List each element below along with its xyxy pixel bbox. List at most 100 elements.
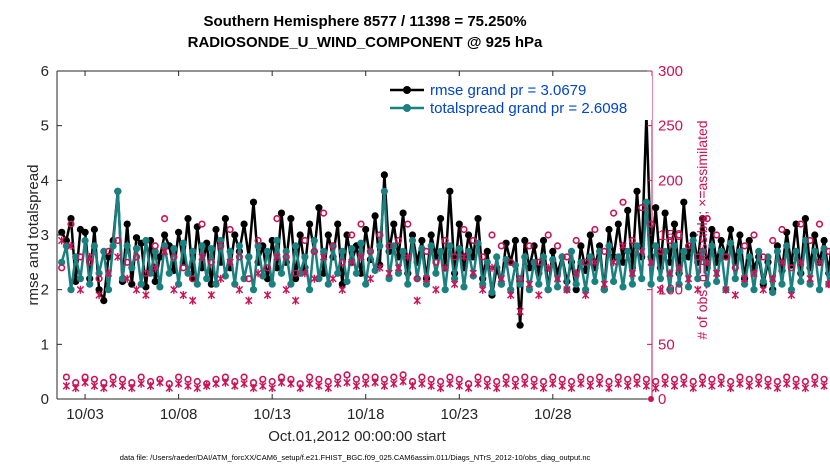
obs-assimilated-marker (390, 379, 398, 388)
data-point (610, 277, 618, 286)
obs-possible-marker (656, 247, 665, 255)
data-point (399, 247, 407, 255)
y-tick-label: 3 (41, 227, 49, 244)
data-point (572, 280, 580, 288)
data-point (240, 220, 248, 228)
x-axis-label: Oct.01,2012 00:00:00 start (268, 428, 446, 445)
data-point (104, 253, 113, 261)
data-point (797, 277, 805, 286)
obs-assimilated-marker (581, 291, 590, 300)
obs-assimilated-marker (319, 252, 328, 261)
ticks-layer: 0 1 2 3 4 5 6 0 50 100 150 200 250 300 10/03 10/08 10/13… (41, 63, 683, 423)
data-point (652, 242, 660, 250)
obs-assimilated-marker (179, 291, 187, 300)
obs-possible-marker (422, 247, 431, 255)
obs-assimilated-marker (783, 379, 791, 388)
obs-possible-marker (404, 220, 412, 228)
data-point (680, 198, 688, 206)
y-right-tick-label: 200 (658, 172, 683, 189)
obs-possible-marker (563, 253, 571, 261)
obs-assimilated-marker (764, 381, 772, 390)
obs-possible-marker (179, 264, 187, 272)
obs-possible-marker (787, 264, 796, 272)
data-point (437, 215, 445, 223)
obs-assimilated-marker (95, 291, 103, 300)
obs-possible-marker (310, 247, 318, 255)
obs-assimilated-marker (109, 379, 117, 388)
obs-possible-marker (338, 258, 346, 266)
obs-assimilated-marker (586, 381, 594, 390)
obs-assimilated-marker (315, 381, 323, 390)
data-point (67, 215, 75, 223)
obs-possible-marker (123, 258, 131, 266)
obs-assimilated-marker (689, 384, 697, 393)
obs-possible-marker (666, 236, 674, 245)
data-point (656, 275, 665, 283)
obs-possible-marker (76, 253, 84, 261)
data-point (670, 242, 679, 250)
obs-possible-marker (320, 209, 328, 217)
y-axis-label-right: # of obs: o=possible; ×=assimilated (694, 120, 710, 339)
data-point (348, 245, 356, 253)
obs-possible-marker (198, 220, 206, 228)
y-right-tick-label: 0 (658, 391, 666, 408)
obs-assimilated-marker (156, 378, 164, 387)
obs-assimilated-marker (72, 384, 80, 393)
data-point (95, 286, 103, 294)
data-point (235, 242, 243, 250)
obs-possible-marker (722, 253, 730, 261)
data-point (142, 236, 150, 245)
data-point (179, 239, 187, 247)
data-point (212, 280, 220, 288)
obs-assimilated-marker (708, 381, 716, 390)
data-point (605, 225, 613, 234)
x-tick-label: 10/18 (347, 406, 385, 423)
x-tick-label: 10/23 (441, 406, 479, 423)
obs-assimilated-marker (502, 379, 510, 388)
obs-assimilated-marker (104, 269, 113, 278)
data-point (787, 286, 796, 294)
obs-assimilated-marker (174, 379, 183, 388)
obs-possible-marker (114, 236, 122, 245)
obs-possible-marker (825, 247, 830, 255)
data-point (713, 277, 721, 286)
obs-assimilated-marker (703, 258, 711, 267)
obs-assimilated-marker (58, 236, 66, 245)
obs-assimilated-marker (114, 252, 122, 261)
obs-assimilated-marker (544, 263, 552, 272)
obs-assimilated-marker (432, 285, 440, 294)
obs-assimilated-marker (694, 285, 702, 294)
data-point (334, 269, 342, 277)
obs-assimilated-marker (792, 381, 800, 390)
obs-assimilated-marker (128, 384, 136, 393)
obs-assimilated-marker (189, 296, 197, 305)
obs-possible-marker (58, 264, 66, 272)
data-point (773, 247, 782, 255)
data-point (624, 247, 632, 255)
data-point (198, 242, 206, 250)
y-right-tick-label: 250 (658, 118, 683, 135)
data-point (455, 220, 463, 228)
data-point (221, 272, 229, 280)
data-point (633, 242, 641, 250)
data-point (249, 198, 258, 206)
data-point (320, 247, 328, 255)
obs-assimilated-marker (100, 384, 108, 393)
obs-assimilated-marker (825, 280, 830, 289)
obs-assimilated-marker (591, 258, 599, 267)
data-point (217, 236, 225, 245)
obs-assimilated-marker (493, 384, 501, 393)
obs-assimilated-marker (245, 296, 253, 305)
obs-assimilated-marker (684, 274, 693, 283)
data-point (703, 280, 711, 288)
obs-possible-marker (95, 275, 103, 283)
obs-possible-marker (245, 275, 253, 283)
obs-possible-marker (609, 209, 618, 217)
data-point (282, 247, 290, 255)
obs-assimilated-marker (474, 379, 482, 388)
obs-assimilated-marker (371, 378, 379, 387)
obs-assimilated-marker (165, 384, 173, 393)
data-point (455, 245, 463, 253)
obs-assimilated-marker (76, 285, 85, 294)
